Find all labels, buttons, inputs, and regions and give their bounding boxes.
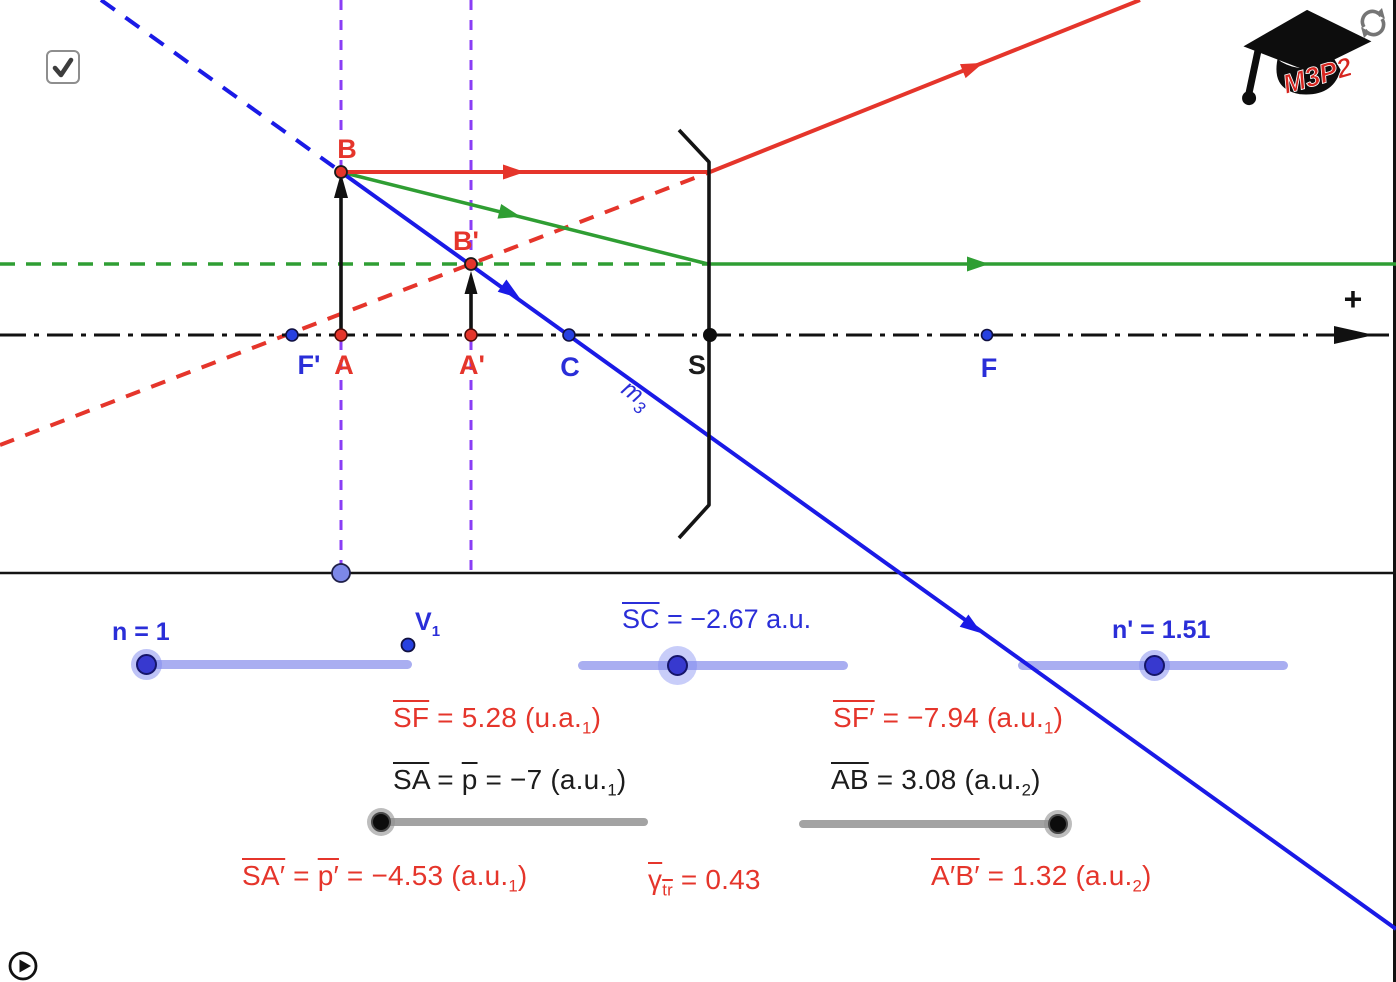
slider-sc-label: SC = −2.67 a.u. [622,604,812,634]
positive-direction-sign: + [1344,281,1363,317]
blue-arrow-icon [959,614,982,634]
point-S[interactable] [703,328,717,342]
slider-ab-track[interactable] [799,820,1061,828]
visibility-checkbox[interactable] [46,50,80,84]
blue-ray-extension-dashed [99,0,343,174]
slider-ab-knob[interactable] [1048,814,1068,834]
readout-sf: SF = 5.28 (u.a.1) [393,702,602,738]
graduation-cap-icon: M3P2 [1242,9,1372,106]
slider-n-knob[interactable] [136,654,157,675]
logo-m3p2: M3P2 [1236,2,1376,114]
slider-nprime-knob[interactable] [1144,655,1165,676]
label-B-prime: B' [453,226,479,256]
point-A[interactable] [334,328,348,342]
readout-sa: SA = p = −7 (a.u.1) [393,764,627,800]
point-labels: B B' A A' F' C S F [298,134,998,383]
object-arrow-AB [334,173,348,334]
refresh-icon[interactable] [1356,6,1390,40]
point-V1[interactable] [400,637,416,653]
slider-sa-knob[interactable] [371,812,391,832]
green-arrow-icon [967,256,989,272]
axis-arrow-icon [1334,326,1374,344]
blue-arrow-icon [497,279,520,299]
point-on-ground-line[interactable] [331,563,351,583]
label-A: A [334,350,354,380]
slider-sa-track[interactable] [378,818,648,826]
point-B[interactable] [334,165,348,179]
point-F[interactable] [980,328,994,342]
slider-nprime-label: n' = 1.51 [1112,616,1211,644]
blue-ray [339,170,1396,931]
red-ray-extension-dashed [0,170,711,447]
readout-gamma-tr: γtr = 0.43 [648,864,761,900]
point-A-prime[interactable] [464,328,478,342]
red-ray [341,0,1141,180]
readout-ab-prime: A′B′ = 1.32 (a.u.2) [931,860,1152,896]
play-icon [8,951,38,981]
readout-sa-prime: SA′ = p′ = −4.53 (a.u.1) [242,860,528,896]
label-F-prime: F' [298,350,321,380]
refracting-surface [677,128,711,540]
slider-n-track[interactable] [145,660,412,669]
slider-sc-track[interactable] [578,661,848,670]
readout-sf-prime: SF′ = −7.94 (a.u.1) [833,702,1064,738]
play-button[interactable] [6,950,40,982]
label-F: F [981,353,998,383]
point-v1-label: V1 [415,608,441,640]
image-arrow-A-prime-B-prime [464,271,478,334]
point-B-prime[interactable] [464,257,478,271]
red-arrow-icon [959,62,984,79]
vertical-guide-lines [339,0,473,573]
green-arrow-icon [497,204,521,219]
point-F-prime[interactable] [285,328,299,342]
label-A-prime: A' [459,350,485,380]
label-B: B [337,134,357,164]
green-ray [340,170,1396,272]
optical-axis: + [0,281,1396,344]
check-icon [52,57,74,78]
label-ray-m3: m3 [614,375,657,419]
slider-sc-knob[interactable] [667,655,688,676]
red-arrow-icon [503,164,525,180]
point-C[interactable] [562,328,576,342]
label-C: C [560,352,580,382]
slider-n-label: n = 1 [112,618,170,646]
readout-ab: AB = 3.08 (a.u.2) [831,764,1041,800]
label-S: S [688,350,706,380]
